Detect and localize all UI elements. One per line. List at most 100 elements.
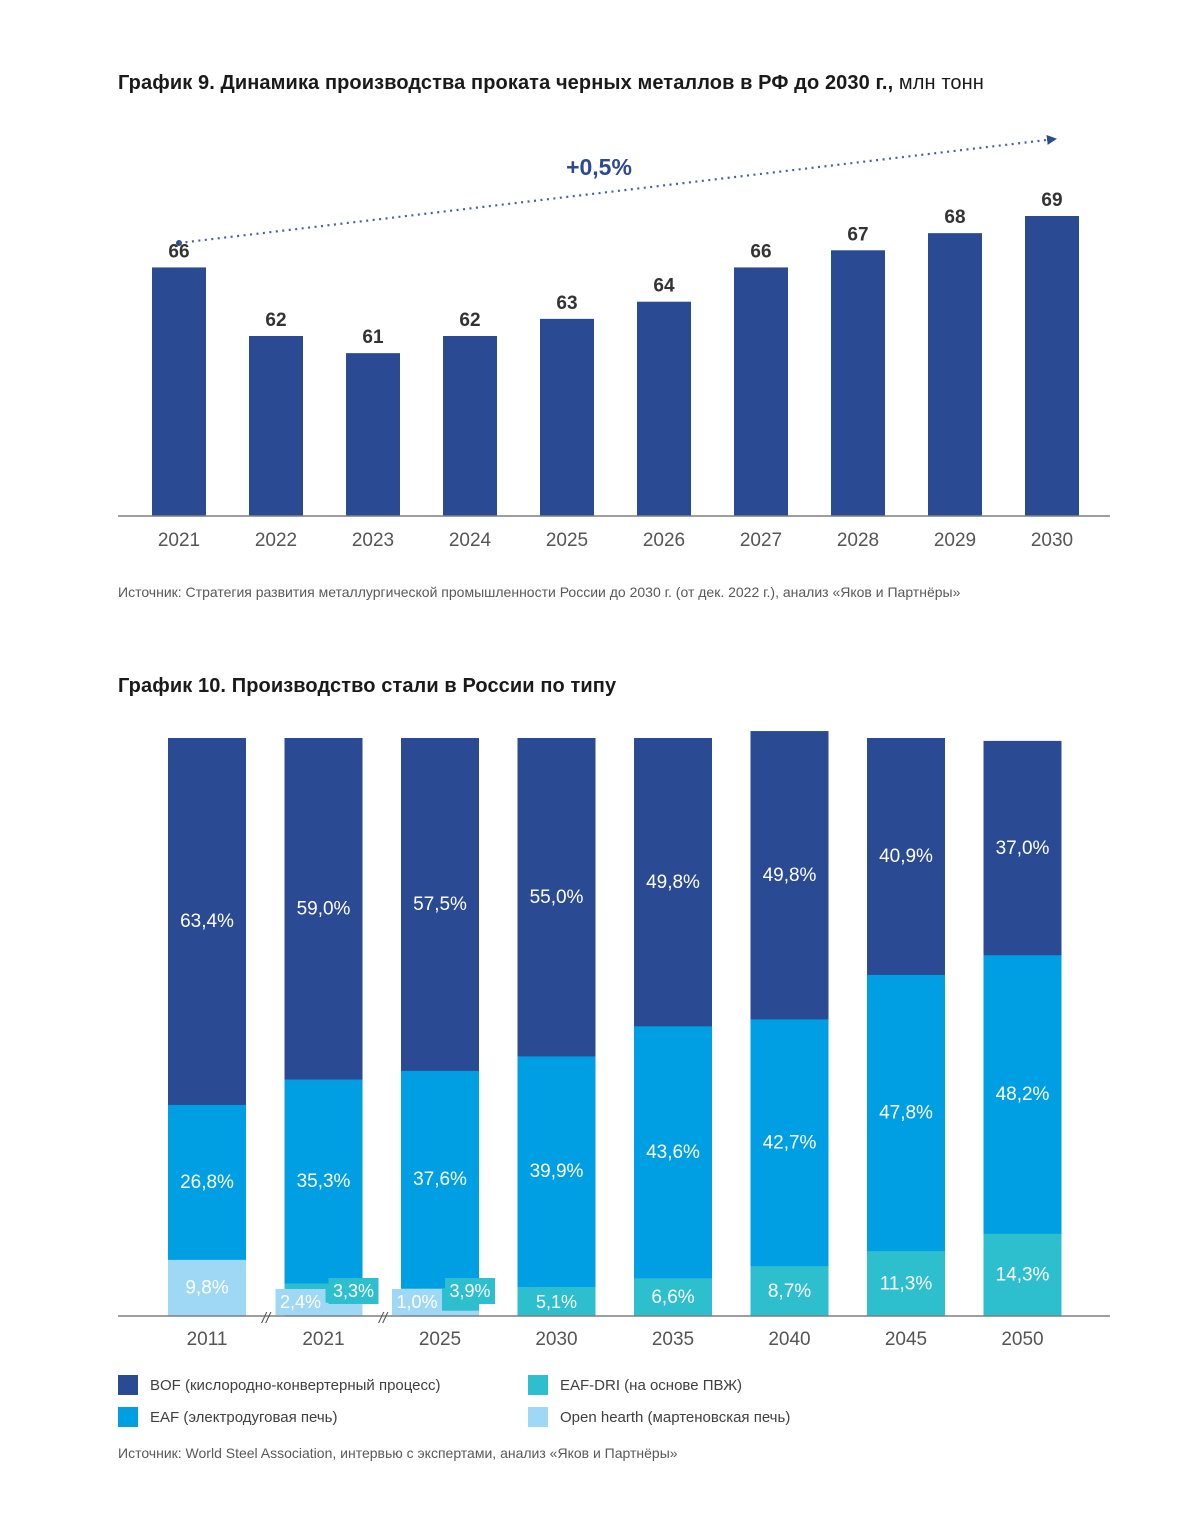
bar-value-label: 66 bbox=[750, 241, 771, 262]
segment-value-label: 43,6% bbox=[646, 1142, 700, 1163]
bar-value-label: 66 bbox=[168, 241, 189, 262]
bar-2028 bbox=[831, 250, 885, 517]
segment-value-label: 48,2% bbox=[996, 1084, 1050, 1105]
segment-value-label: 37,6% bbox=[413, 1169, 467, 1190]
segment-2030-2 bbox=[517, 1055, 596, 1288]
x-tick-label: 2011 bbox=[187, 1329, 228, 1350]
segment-2011-2 bbox=[168, 1104, 246, 1260]
segment-2025-3 bbox=[401, 738, 479, 1071]
chart10-source: Источник: World Steel Association, интер… bbox=[118, 1445, 678, 1461]
segment-value-label: 11,3% bbox=[880, 1273, 933, 1294]
segment-2035-3 bbox=[634, 738, 712, 1027]
x-tick-label: 2035 bbox=[652, 1329, 694, 1350]
legend-swatch-open-hearth bbox=[528, 1407, 548, 1427]
chart9-unit: млн тонн bbox=[898, 72, 984, 94]
chart10-legend: BOF (кислородно-конвертерный процесс) EA… bbox=[118, 1375, 1018, 1435]
bar-2023 bbox=[346, 353, 400, 516]
segment-2050-1 bbox=[983, 1233, 1062, 1317]
segment-value-label: 3,3% bbox=[333, 1281, 374, 1301]
segment-2011-3 bbox=[168, 738, 246, 1105]
legend-label-open-hearth: Open hearth (мартеновская печь) bbox=[560, 1408, 791, 1426]
x-tick-label: 2045 bbox=[885, 1329, 927, 1350]
bar-2027 bbox=[734, 267, 788, 516]
segment-value-label: 14,3% bbox=[996, 1265, 1050, 1286]
segment-2030-3 bbox=[517, 738, 596, 1057]
axis-break-mark: // bbox=[261, 1310, 272, 1327]
segment-2050-3 bbox=[983, 740, 1062, 956]
segment-2035-1 bbox=[634, 1277, 712, 1317]
trend-label: +0,5% bbox=[566, 154, 632, 180]
x-tick-label: 2027 bbox=[740, 530, 782, 551]
bar-value-label: 67 bbox=[847, 224, 868, 245]
legend-label-eaf: EAF (электродуговая печь) bbox=[150, 1408, 338, 1426]
bar-value-label: 64 bbox=[653, 276, 675, 297]
segment-value-label: 42,7% bbox=[763, 1132, 817, 1153]
bar-2029 bbox=[928, 233, 982, 516]
small-label-bg bbox=[392, 1289, 442, 1315]
segment-value-label: 1,0% bbox=[396, 1292, 437, 1312]
legend-swatch-bof bbox=[118, 1375, 138, 1395]
legend-item-eaf-dri: EAF-DRI (на основе ПВЖ) bbox=[528, 1375, 742, 1395]
bar-2021 bbox=[152, 267, 206, 516]
segment-value-label: 55,0% bbox=[530, 887, 584, 908]
segment-2021-3 bbox=[284, 738, 363, 1080]
bar-value-label: 68 bbox=[944, 207, 965, 228]
bar-2026 bbox=[637, 301, 691, 516]
segment-value-label: 2,4% bbox=[280, 1292, 321, 1312]
x-tick-label: 2023 bbox=[352, 530, 394, 551]
chart9-title: График 9. Динамика производства проката … bbox=[118, 72, 984, 95]
x-tick-label: 2025 bbox=[419, 1329, 461, 1350]
bar-value-label: 62 bbox=[459, 310, 480, 331]
segment-value-label: 9,8% bbox=[185, 1278, 228, 1299]
segment-2050-2 bbox=[983, 954, 1062, 1234]
segment-value-label: 47,8% bbox=[879, 1103, 933, 1124]
bar-2030 bbox=[1025, 216, 1079, 516]
small-label-bg bbox=[328, 1278, 379, 1304]
chart9-source: Источник: Стратегия развития металлургич… bbox=[118, 584, 961, 600]
segment-2011-0 bbox=[168, 1259, 246, 1317]
trend-arrow bbox=[178, 134, 1057, 245]
x-tick-label: 2030 bbox=[535, 1329, 577, 1350]
x-tick-label: 2028 bbox=[837, 530, 879, 551]
legend-swatch-eaf-dri bbox=[528, 1375, 548, 1395]
bar-2022 bbox=[249, 336, 303, 516]
segment-value-label: 35,3% bbox=[297, 1171, 351, 1192]
segment-value-label: 37,0% bbox=[996, 838, 1050, 859]
segment-value-label: 40,9% bbox=[879, 846, 933, 867]
segment-value-label: 3,9% bbox=[449, 1281, 490, 1301]
segment-2040-2 bbox=[750, 1018, 829, 1267]
segment-value-label: 57,5% bbox=[413, 894, 467, 915]
x-tick-label: 2040 bbox=[768, 1329, 810, 1350]
segment-value-label: 6,6% bbox=[651, 1287, 694, 1308]
legend-item-bof: BOF (кислородно-конвертерный процесс) bbox=[118, 1375, 441, 1395]
x-tick-label: 2025 bbox=[546, 530, 588, 551]
axis-break-mark: // bbox=[378, 1310, 389, 1327]
segment-2040-3 bbox=[750, 731, 829, 1020]
small-label-bg bbox=[531, 1289, 582, 1315]
segment-2045-3 bbox=[867, 738, 945, 975]
x-tick-label: 2026 bbox=[643, 530, 685, 551]
segment-value-label: 49,8% bbox=[646, 872, 700, 893]
chart10-title: График 10. Производство стали в России п… bbox=[118, 675, 617, 697]
bar-value-label: 63 bbox=[556, 293, 577, 314]
bar-value-label: 62 bbox=[265, 310, 286, 331]
legend-item-eaf: EAF (электродуговая печь) bbox=[118, 1407, 337, 1427]
bar-value-label: 61 bbox=[362, 327, 384, 348]
x-tick-label: 2024 bbox=[449, 530, 492, 551]
bar-value-label: 69 bbox=[1041, 190, 1062, 211]
segment-2040-1 bbox=[750, 1265, 829, 1317]
segment-value-label: 63,4% bbox=[180, 911, 234, 932]
legend-item-open-hearth: Open hearth (мартеновская печь) bbox=[528, 1407, 790, 1427]
x-tick-label: 2030 bbox=[1031, 530, 1073, 551]
x-tick-label: 2022 bbox=[255, 530, 297, 551]
small-label-bg bbox=[275, 1289, 326, 1315]
segment-value-label: 39,9% bbox=[530, 1161, 584, 1182]
legend-label-bof: BOF (кислородно-конвертерный процесс) bbox=[150, 1376, 441, 1394]
x-tick-label: 2021 bbox=[158, 530, 200, 551]
bar-2024 bbox=[443, 336, 497, 516]
segment-2045-2 bbox=[867, 974, 945, 1252]
chart9-title-text: График 9. Динамика производства проката … bbox=[118, 72, 894, 94]
legend-label-eaf-dri: EAF-DRI (на основе ПВЖ) bbox=[560, 1376, 743, 1394]
legend-swatch-eaf bbox=[118, 1407, 138, 1427]
x-tick-label: 2029 bbox=[934, 530, 976, 551]
